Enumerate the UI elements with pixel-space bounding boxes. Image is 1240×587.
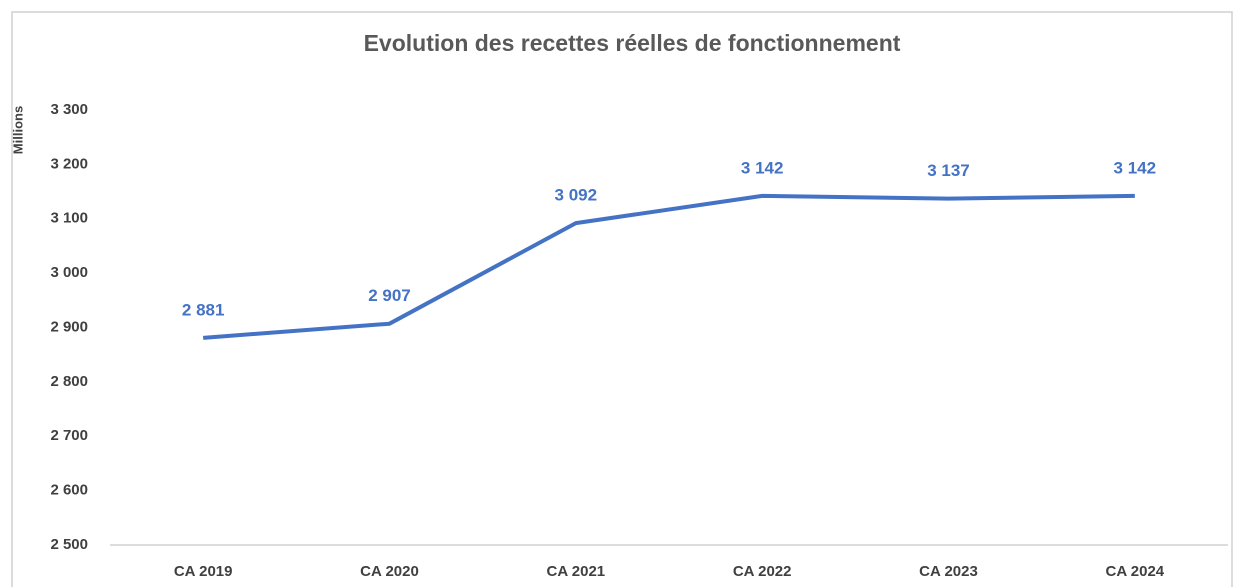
y-axis-label: Millions xyxy=(10,106,25,154)
y-tick-label: 2 500 xyxy=(50,536,88,553)
x-tick-label: CA 2024 xyxy=(1106,563,1165,580)
y-tick-label: 3 300 xyxy=(50,101,88,118)
y-tick-label: 2 700 xyxy=(50,427,88,444)
data-label: 3 137 xyxy=(927,161,970,180)
y-tick-label: 2 600 xyxy=(50,482,88,499)
x-tick-label: CA 2019 xyxy=(174,563,233,580)
x-tick-label: CA 2022 xyxy=(733,563,792,580)
y-tick-label: 2 800 xyxy=(50,373,88,390)
data-label: 2 907 xyxy=(368,286,411,305)
x-tick-label: CA 2020 xyxy=(360,563,419,580)
line-series xyxy=(203,193,1135,340)
chart-frame xyxy=(11,11,1233,587)
data-label: 3 092 xyxy=(555,186,598,205)
chart-title: Evolution des recettes réelles de foncti… xyxy=(364,30,901,56)
x-tick-label: CA 2023 xyxy=(919,563,978,580)
data-label: 3 142 xyxy=(1114,158,1157,177)
data-label: 2 881 xyxy=(182,300,225,319)
y-tick-label: 3 200 xyxy=(50,155,88,172)
y-tick-label: 3 100 xyxy=(50,210,88,227)
y-tick-label: 3 000 xyxy=(50,264,88,281)
data-label: 3 142 xyxy=(741,158,784,177)
x-tick-label: CA 2021 xyxy=(547,563,606,580)
y-tick-label: 2 900 xyxy=(50,318,88,335)
